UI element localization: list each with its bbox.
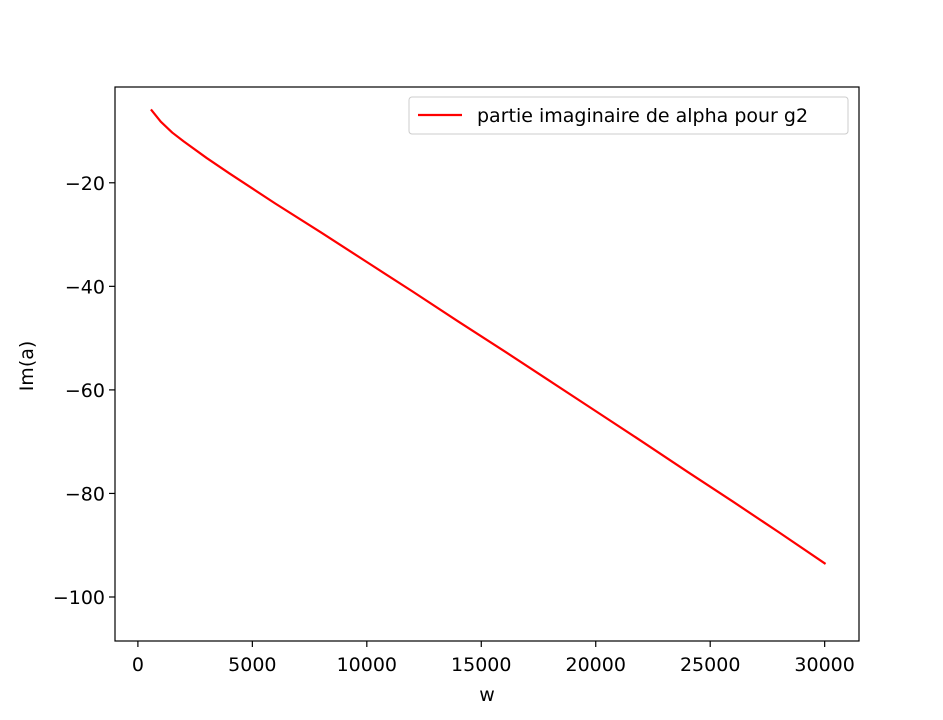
x-tick-label: 15000 <box>451 654 511 676</box>
x-tick-label: 25000 <box>680 654 740 676</box>
x-tick-label: 10000 <box>337 654 397 676</box>
series-layer <box>150 108 827 565</box>
x-tick-label: 0 <box>132 654 144 676</box>
x-tick-label: 5000 <box>228 654 276 676</box>
y-tick-label: −20 <box>65 173 105 195</box>
y-tick-label: −80 <box>65 483 105 505</box>
plot-frame <box>114 86 860 642</box>
x-tick-label: 30000 <box>794 654 854 676</box>
y-tick-label: −100 <box>53 587 105 609</box>
y-axis-label: Im(a) <box>16 341 38 392</box>
y-tick-label: −60 <box>65 380 105 402</box>
y-tick-label: −40 <box>65 276 105 298</box>
x-tick-label: 20000 <box>566 654 626 676</box>
legend-label-series-1: partie imaginaire de alpha pour g2 <box>477 105 808 127</box>
legend: partie imaginaire de alpha pour g2 <box>408 96 849 135</box>
x-axis-ticks: 0 5000 10000 15000 20000 25000 30000 <box>132 641 855 676</box>
plot-area <box>115 87 859 641</box>
legend-box <box>408 96 849 135</box>
y-axis-ticks: −20 −40 −60 −80 −100 <box>53 173 115 609</box>
series-line-1 <box>150 108 827 565</box>
x-axis-label: w <box>479 684 495 706</box>
